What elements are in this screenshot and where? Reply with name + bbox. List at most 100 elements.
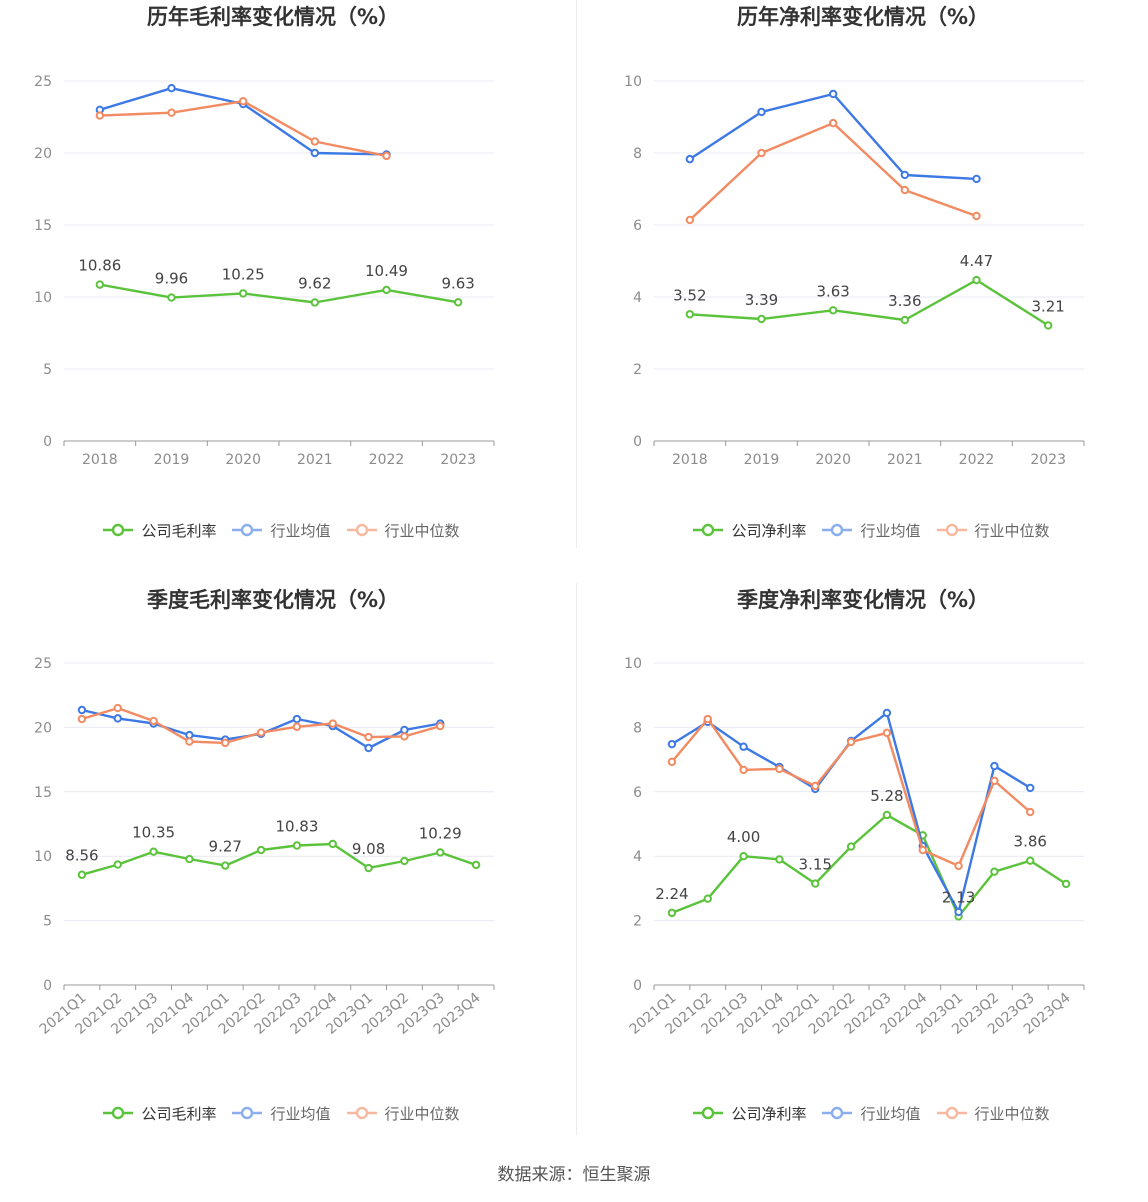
data-label-company: 9.08 (352, 840, 385, 858)
plot-area: 0 2 4 6 8 10 2018 2019 2020 2021 2022 2023 3.52 3.39 3… (624, 74, 1085, 468)
legend-line-icon (693, 1106, 724, 1120)
legend-line-icon (103, 1106, 134, 1120)
data-point-company (238, 289, 248, 298)
data-point-industry-median (972, 211, 981, 221)
x-tick-label: 2021 (887, 452, 923, 468)
data-point-industry-median (149, 716, 158, 726)
legend-label: 公司毛利率 (141, 521, 217, 540)
legend-item-company[interactable]: 公司毛利率 (102, 520, 216, 541)
data-label-company: 9.27 (209, 838, 242, 856)
chart-title: 历年净利率变化情况（%） (736, 5, 990, 29)
x-tick-label: 2018 (82, 452, 118, 468)
data-point-company (436, 848, 445, 857)
legend: 公司净利率 行业均值 行业中位数 (590, 1102, 1148, 1124)
x-tick-label: 2023 (1030, 452, 1066, 468)
y-tick-label: 8 (633, 720, 642, 736)
data-point-company (221, 861, 230, 870)
legend-label: 行业均值 (860, 1104, 921, 1123)
y-tick-label: 10 (34, 849, 52, 865)
data-point-company (846, 842, 856, 851)
data-point-company (775, 855, 784, 864)
legend-line-icon (936, 523, 967, 537)
data-point-industry-mean (364, 743, 373, 753)
data-point-industry-median (739, 765, 748, 775)
y-tick-label: 10 (624, 656, 642, 672)
data-point-industry-median (846, 737, 856, 747)
legend-label: 行业中位数 (384, 521, 460, 540)
data-point-company (364, 863, 373, 873)
data-point-industry-mean (972, 174, 981, 184)
legend-line-icon (693, 523, 724, 537)
plot-area: 02468102021Q12021Q22021Q32021Q42022Q1202… (624, 656, 1085, 1038)
data-point-industry-median (703, 714, 712, 724)
data-point-industry-mean (77, 705, 87, 715)
x-tick-label: 2020 (815, 452, 851, 468)
y-tick-label: 25 (34, 74, 52, 90)
legend-label: 行业均值 (270, 1104, 331, 1123)
data-point-company (292, 841, 302, 850)
data-label-company: 8.56 (65, 847, 98, 865)
data-point-industry-mean (990, 761, 999, 771)
chart-panel-quarterly-gross-margin: 季度毛利率变化情况（%） 0 5 10 15 20 25 2021Q1 2021Q2 2021Q… (0, 583, 574, 1135)
y-tick-label: 20 (34, 720, 52, 736)
legend-item-company[interactable]: 公司毛利率 (102, 1103, 216, 1124)
legend-line-icon (232, 523, 263, 537)
y-tick-label: 2 (633, 362, 642, 378)
series-line-company (98, 283, 460, 304)
data-label-company: 9.62 (298, 274, 331, 292)
data-label-company: 9.63 (441, 274, 474, 292)
data-label-company: 10.25 (222, 265, 265, 283)
legend-item-industry-mean[interactable]: 行业均值 (821, 1103, 921, 1124)
x-tick-label: 2019 (154, 452, 190, 468)
chart-panel-quarterly-net-margin: 季度净利率变化情况（%） 0 2 4 6 8 10 2021Q1 2021Q2 2021Q3 20… (590, 583, 1148, 1135)
data-point-company (310, 298, 320, 307)
legend-icon-marker (702, 523, 715, 537)
legend-item-industry-median[interactable]: 行业中位数 (936, 1103, 1050, 1124)
y-tick-label: 6 (633, 785, 642, 801)
data-point-company (453, 298, 463, 307)
legend-label: 公司毛利率 (141, 1104, 217, 1123)
y-tick-label: 5 (43, 914, 52, 930)
legend-line-icon (822, 1106, 853, 1120)
y-tick-label: 25 (34, 656, 52, 672)
data-point-company (95, 280, 105, 289)
x-tick-label: 2022 (369, 452, 405, 468)
data-point-industry-mean (882, 708, 892, 718)
data-label-company: 3.63 (816, 282, 849, 300)
y-tick-label: 20 (34, 146, 52, 162)
data-point-industry-median (382, 151, 391, 161)
data-point-industry-median (238, 96, 248, 106)
data-point-industry-median (667, 757, 677, 767)
legend-item-industry-mean[interactable]: 行业均值 (821, 520, 921, 541)
legend-icon-marker (112, 1106, 125, 1120)
data-point-industry-median (1026, 807, 1035, 817)
y-tick-label: 8 (633, 146, 642, 162)
data-point-company (113, 860, 122, 869)
legend-item-industry-median[interactable]: 行业中位数 (346, 520, 460, 541)
data-point-industry-mean (685, 154, 695, 164)
data-label-company: 3.86 (1014, 833, 1047, 851)
legend-item-industry-median[interactable]: 行业中位数 (346, 1103, 460, 1124)
data-point-industry-mean (954, 907, 963, 917)
chart-title: 季度毛利率变化情况（%） (146, 588, 400, 612)
legend-item-industry-mean[interactable]: 行业均值 (231, 1103, 331, 1124)
legend: 公司毛利率 行业均值 行业中位数 (0, 1102, 562, 1124)
legend-label: 公司净利率 (731, 1104, 807, 1123)
y-tick-label: 6 (633, 218, 642, 234)
y-tick-label: 10 (624, 74, 642, 90)
legend-item-industry-median[interactable]: 行业中位数 (936, 520, 1050, 541)
data-point-company (328, 839, 337, 849)
legend-label: 行业中位数 (974, 521, 1050, 540)
data-label-company: 3.39 (745, 291, 778, 309)
legend-item-industry-mean[interactable]: 行业均值 (231, 520, 331, 541)
data-point-industry-median (757, 148, 766, 158)
y-tick-label: 0 (43, 434, 52, 450)
data-point-industry-median (811, 781, 820, 791)
legend-item-company[interactable]: 公司净利率 (692, 520, 806, 541)
data-point-company (185, 854, 194, 864)
legend-item-company[interactable]: 公司净利率 (692, 1103, 806, 1124)
legend-icon-marker (112, 523, 125, 537)
y-tick-label: 5 (43, 362, 52, 378)
data-point-industry-median (185, 737, 194, 746)
data-source: 数据来源：恒生聚源 (497, 1165, 651, 1185)
